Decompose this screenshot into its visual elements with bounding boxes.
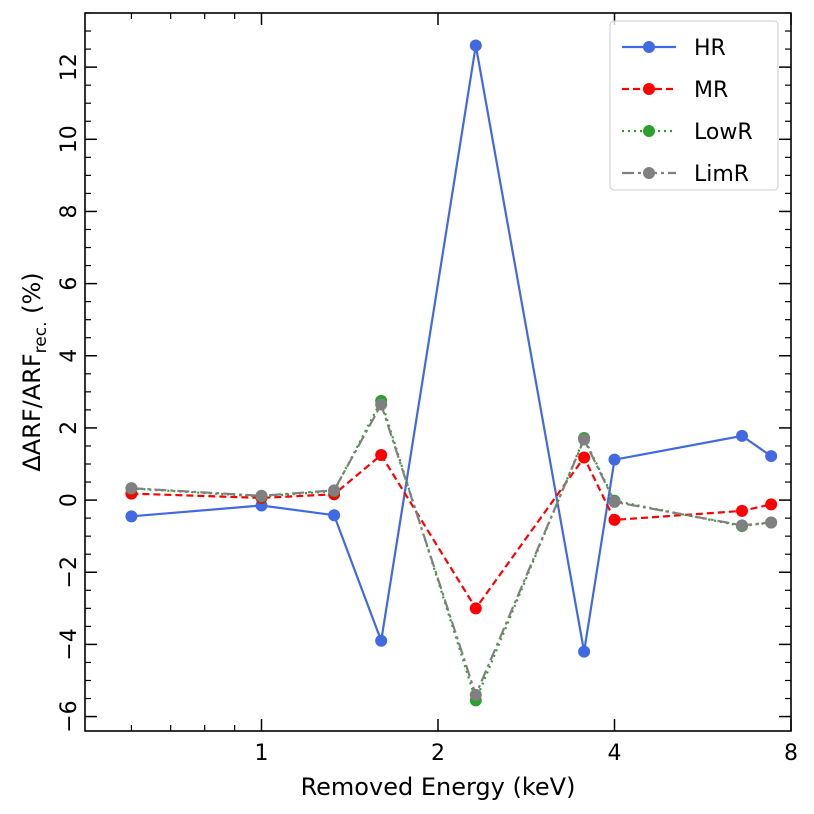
data-point-mr	[469, 602, 482, 615]
data-point-limr	[125, 482, 138, 495]
data-point-mr	[765, 498, 778, 511]
data-point-hr	[765, 450, 778, 463]
series-mr	[125, 448, 778, 615]
y-axis-label: ΔARF/ARFrec. (%)	[18, 272, 51, 471]
legend-marker	[643, 83, 655, 95]
legend-label: LowR	[694, 120, 753, 145]
x-axis-label: Removed Energy (keV)	[301, 773, 576, 801]
data-point-mr	[736, 504, 749, 517]
data-point-hr	[125, 510, 138, 523]
data-point-limr	[608, 495, 621, 508]
y-tick-label: 10	[57, 125, 82, 153]
series-layer	[125, 39, 778, 707]
legend-label: MR	[694, 78, 728, 103]
legend-box	[609, 20, 779, 191]
y-tick-label: 8	[57, 204, 82, 218]
data-point-hr	[608, 453, 621, 466]
y-tick-label: 4	[57, 349, 82, 363]
data-point-limr	[375, 398, 388, 411]
legend-marker	[643, 125, 655, 137]
data-point-hr	[469, 39, 482, 52]
legend-label: LimR	[694, 162, 749, 187]
data-point-hr	[578, 645, 591, 658]
x-tick-label: 8	[784, 741, 798, 766]
series-limr	[125, 398, 778, 701]
y-tick-label: 6	[57, 277, 82, 291]
data-point-hr	[375, 634, 388, 647]
y-tick-labels: −6 −4 −2 0 2 4 6 8 10 12	[57, 53, 82, 733]
data-point-mr	[375, 448, 388, 461]
y-tick-label: 12	[57, 53, 82, 81]
y-tick-label: −6	[57, 700, 82, 732]
data-point-limr	[328, 484, 341, 497]
y-tick-label: −4	[57, 628, 82, 660]
data-point-limr	[469, 688, 482, 701]
data-point-hr	[328, 509, 341, 522]
data-point-limr	[736, 519, 749, 532]
legend: HR MR LowR LimR	[609, 20, 779, 191]
y-tick-label: −2	[57, 556, 82, 588]
x-tick-labels: 1 2 4 8	[255, 741, 799, 766]
data-point-mr	[578, 451, 591, 464]
x-tick-label: 1	[255, 741, 269, 766]
data-point-hr	[736, 429, 749, 442]
ticks	[85, 12, 792, 731]
data-point-limr	[578, 433, 591, 446]
legend-marker	[643, 167, 655, 179]
legend-marker	[643, 41, 655, 53]
data-point-mr	[608, 513, 621, 526]
series-line-lowr	[131, 398, 772, 704]
series-line-mr	[131, 453, 772, 611]
legend-label: HR	[694, 36, 726, 61]
y-tick-label: 2	[57, 421, 82, 435]
x-tick-label: 4	[608, 741, 622, 766]
x-tick-label: 2	[431, 741, 445, 766]
y-tick-label: 0	[57, 493, 82, 507]
plot-frame	[84, 12, 792, 732]
series-lowr	[125, 394, 778, 707]
data-point-limr	[255, 489, 268, 502]
data-point-limr	[765, 516, 778, 529]
series-hr	[125, 39, 778, 658]
